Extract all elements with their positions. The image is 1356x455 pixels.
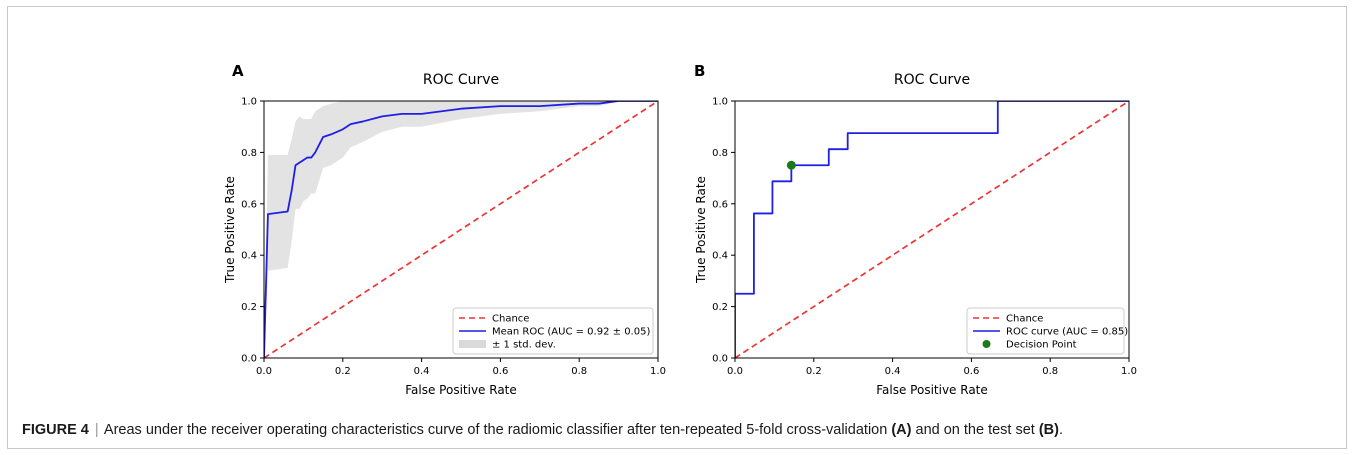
y-tick-label-a-4: 0.8 — [241, 148, 257, 159]
legend-band-swatch-a — [459, 340, 486, 348]
x-tick-label-b-5: 1.0 — [1121, 366, 1137, 377]
decision-point-b — [786, 160, 796, 170]
y-tick-label-a-0: 0.0 — [241, 354, 257, 365]
legend-b: Chance ROC curve (AUC = 0.85) Decision P… — [966, 307, 1128, 355]
x-tick-label-b-1: 0.2 — [806, 366, 822, 377]
chance-line-b — [735, 101, 1129, 358]
caption-separator: | — [94, 422, 99, 438]
mean-roc-line-a — [264, 101, 658, 358]
figure-frame — [7, 6, 1347, 449]
legend-band-label-a: ± 1 std. dev. — [492, 340, 556, 351]
y-tick-label-b-4: 0.8 — [712, 148, 728, 159]
x-tick-label-b-0: 0.0 — [727, 366, 743, 377]
caption-ref-b: (B) — [1038, 422, 1059, 438]
y-tick-label-a-2: 0.4 — [241, 251, 257, 262]
legend-decision-swatch-b — [982, 340, 991, 348]
x-tick-label-b-3: 0.6 — [963, 366, 979, 377]
caption-text-1: Areas under the receiver operating chara… — [103, 422, 888, 438]
x-tick-label-a-3: 0.6 — [492, 366, 508, 377]
legend-chance-label-b: Chance — [1006, 314, 1043, 325]
y-tick-label-b-1: 0.2 — [712, 302, 728, 313]
x-axis-label-a: False Positive Rate — [405, 383, 517, 397]
caption-text-3: . — [1058, 422, 1064, 438]
chart-title-b: ROC Curve — [894, 72, 970, 88]
x-tick-label-a-0: 0.0 — [256, 366, 272, 377]
axes-frame-b — [734, 100, 1130, 359]
legend-box-b — [966, 307, 1125, 355]
ticks-a: 0.00.0 0.2 0.2 0.4 0.4 0.6 0.6 0.8 0.8 1.0 1.0 — [241, 97, 666, 378]
ticks-b: 0.00.0 0.2 0.2 0.4 0.4 0.6 0.6 0.8 0.8 1.0 1.0 — [712, 97, 1137, 378]
panel-label-b: B — [694, 62, 705, 80]
panel-label-a: A — [232, 62, 244, 80]
caption-text-2: and on the test set — [915, 422, 1035, 438]
legend-a: Chance Mean ROC (AUC = 0.92 ± 0.05) ± 1 … — [452, 307, 654, 355]
y-tick-label-a-3: 0.6 — [241, 199, 257, 210]
panel-a: A ROC Curve 0.00.00.20.20.40.40.60.60.80… — [223, 62, 666, 397]
x-tick-label-a-2: 0.4 — [414, 366, 430, 377]
x-axis-label-b: False Positive Rate — [876, 383, 988, 397]
y-tick-label-b-3: 0.6 — [712, 199, 728, 210]
y-axis-label-a: True Positive Rate — [223, 176, 237, 284]
legend-decision-label-b: Decision Point — [1006, 340, 1077, 351]
figure-caption: FIGURE 4 | Areas under the receiver oper… — [22, 422, 1342, 438]
chart-title-a: ROC Curve — [423, 72, 499, 88]
std-band-a — [264, 101, 658, 358]
panel-b: B ROC Curve 0.00.00.20.20.40.40.60.60.80… — [694, 62, 1137, 397]
caption-ref-a: (A) — [891, 422, 912, 438]
axes-frame-a — [263, 100, 659, 359]
y-tick-label-b-2: 0.4 — [712, 251, 728, 262]
y-tick-label-a-5: 1.0 — [241, 97, 257, 108]
legend-box-a — [452, 307, 654, 355]
plot-area-b — [735, 101, 1129, 358]
x-tick-label-b-4: 0.8 — [1042, 366, 1058, 377]
chance-line-a — [264, 101, 658, 358]
y-tick-label-b-0: 0.0 — [712, 354, 728, 365]
legend-roc-label-b: ROC curve (AUC = 0.85) — [1006, 327, 1128, 338]
legend-chance-label-a: Chance — [492, 314, 529, 325]
x-tick-label-b-2: 0.4 — [885, 366, 901, 377]
x-tick-label-a-1: 0.2 — [335, 366, 351, 377]
y-axis-label-b: True Positive Rate — [694, 176, 708, 284]
x-tick-label-a-5: 1.0 — [650, 366, 666, 377]
caption-prefix: FIGURE 4 — [22, 422, 89, 438]
figure-svg: A ROC Curve 0.00.00.20.20.40.40.60.60.80… — [223, 62, 1137, 397]
y-tick-label-a-1: 0.2 — [241, 302, 257, 313]
legend-mean-roc-label-a: Mean ROC (AUC = 0.92 ± 0.05) — [492, 327, 650, 338]
plot-area-a — [264, 101, 658, 358]
x-tick-label-a-4: 0.8 — [571, 366, 587, 377]
y-tick-label-b-5: 1.0 — [712, 97, 728, 108]
